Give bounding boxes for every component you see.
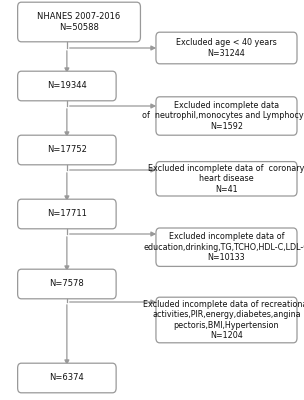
Text: Excluded age < 40 years
N=31244: Excluded age < 40 years N=31244 <box>176 38 277 58</box>
Text: N=19344: N=19344 <box>47 82 87 90</box>
FancyBboxPatch shape <box>18 71 116 101</box>
Text: N=6374: N=6374 <box>50 374 84 382</box>
Text: Excluded incomplete data of recreational
activities,PIR,energy,diabetes,angina
p: Excluded incomplete data of recreational… <box>143 300 304 340</box>
FancyBboxPatch shape <box>156 97 297 135</box>
FancyBboxPatch shape <box>18 2 140 42</box>
FancyBboxPatch shape <box>18 269 116 299</box>
FancyBboxPatch shape <box>18 135 116 165</box>
FancyBboxPatch shape <box>156 32 297 64</box>
Text: Excluded incomplete data of  coronary
heart disease
N=41: Excluded incomplete data of coronary hea… <box>148 164 304 194</box>
Text: Excluded incomplete data of
education,drinking,TG,TCHO,HDL-C,LDL-C
N=10133: Excluded incomplete data of education,dr… <box>143 232 304 262</box>
FancyBboxPatch shape <box>18 363 116 393</box>
FancyBboxPatch shape <box>18 199 116 229</box>
FancyBboxPatch shape <box>156 297 297 343</box>
FancyBboxPatch shape <box>156 228 297 266</box>
Text: N=7578: N=7578 <box>50 280 84 288</box>
Text: Excluded incomplete data
of  neutrophil,monocytes and Lymphocyte
N=1592: Excluded incomplete data of neutrophil,m… <box>142 101 304 131</box>
Text: N=17711: N=17711 <box>47 210 87 218</box>
Text: N=17752: N=17752 <box>47 146 87 154</box>
FancyBboxPatch shape <box>156 162 297 196</box>
Text: NHANES 2007-2016
N=50588: NHANES 2007-2016 N=50588 <box>37 12 121 32</box>
